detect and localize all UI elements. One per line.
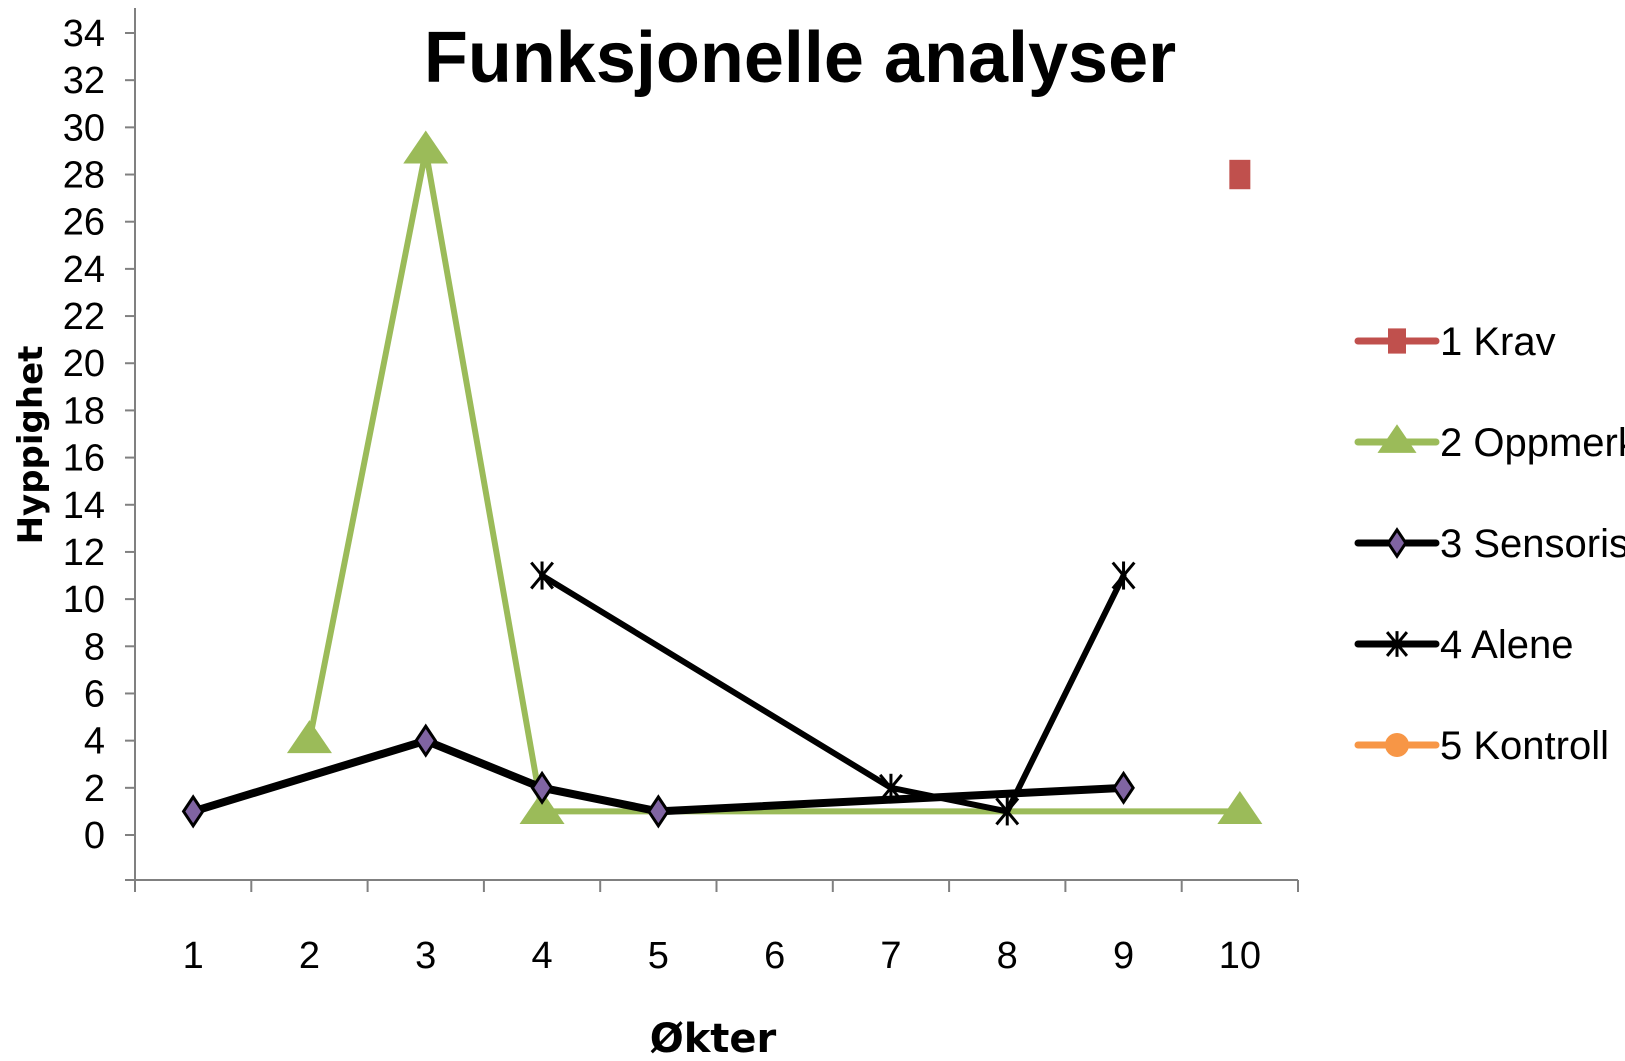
x-tick-label: 3 [415, 935, 436, 977]
legend-label: 5 Kontroll [1440, 724, 1609, 768]
y-tick-label: 34 [63, 13, 105, 55]
data-point [1217, 790, 1263, 824]
data-point [1229, 159, 1251, 190]
data-point [519, 790, 565, 824]
data-point [530, 561, 555, 590]
data-point [414, 723, 438, 758]
series-line [306, 147, 1243, 815]
data-point [181, 794, 205, 829]
x-tick-label: 5 [648, 935, 669, 977]
data-point [995, 797, 1020, 826]
legend-item: 3 Sensorisk [1354, 522, 1625, 566]
y-tick-label: 26 [63, 202, 105, 244]
legend-item: 1 Krav [1354, 320, 1556, 364]
legend-item: 5 Kontroll [1354, 724, 1609, 768]
series-line [539, 572, 1127, 815]
y-tick-label: 32 [63, 60, 105, 102]
series-4 [530, 561, 1136, 826]
y-tick-label: 24 [63, 249, 105, 291]
series-1 [1229, 159, 1251, 190]
x-axis-title: Økter [650, 1016, 777, 1061]
y-tick-label: 10 [63, 579, 105, 621]
x-tick-label: 10 [1219, 935, 1261, 977]
legend-label: 4 Alene [1440, 623, 1573, 667]
y-tick-label: 16 [63, 438, 105, 480]
x-tick-label: 2 [299, 935, 320, 977]
y-tick-label: 14 [63, 485, 105, 527]
x-tick-label: 1 [183, 935, 204, 977]
legend-item: 4 Alene [1354, 623, 1573, 667]
y-tick-label: 20 [63, 343, 105, 385]
legend-label: 2 Oppmerk [1440, 421, 1625, 465]
legend: 1 Krav 2 Oppmerk 3 Sensorisk 4 Alene 5 Kontr… [1354, 320, 1625, 768]
y-tick-label: 0 [84, 815, 105, 857]
data-point [1388, 328, 1406, 354]
data-point [286, 720, 332, 754]
plot-area [181, 130, 1263, 829]
data-point [1111, 561, 1136, 590]
y-tick-label: 18 [63, 390, 105, 432]
x-tick-label: 8 [997, 935, 1018, 977]
x-tick-label: 4 [531, 935, 552, 977]
series-3 [181, 723, 1135, 829]
x-tick-label: 7 [880, 935, 901, 977]
data-point [1386, 527, 1408, 559]
y-tick-label: 30 [63, 107, 105, 149]
data-point [1385, 631, 1409, 657]
y-tick-label: 4 [84, 721, 105, 763]
chart-title: Funksjonelle analyser [424, 18, 1176, 98]
y-tick-label: 2 [84, 768, 105, 810]
y-tick-label: 28 [63, 155, 105, 197]
y-axis-title: Hyppighet [11, 346, 51, 545]
data-point [878, 773, 903, 802]
data-point [646, 794, 670, 829]
y-tick-label: 12 [63, 532, 105, 574]
y-tick-label: 6 [84, 673, 105, 715]
data-point [1385, 733, 1409, 757]
data-point [530, 770, 554, 805]
y-tick-label: 22 [63, 296, 105, 338]
data-point [1112, 770, 1135, 805]
legend-item: 2 Oppmerk [1354, 421, 1625, 465]
data-point [403, 130, 449, 164]
x-tick-label: 6 [764, 935, 785, 977]
data-point [1377, 424, 1417, 453]
legend-label: 1 Krav [1440, 320, 1556, 364]
y-tick-label: 8 [84, 626, 105, 668]
series-2 [286, 130, 1263, 824]
x-tick-label: 9 [1113, 935, 1134, 977]
legend-label: 3 Sensorisk [1440, 522, 1625, 566]
x-axis: 1 2 3 4 5 6 7 8 9 10 [134, 879, 1299, 977]
